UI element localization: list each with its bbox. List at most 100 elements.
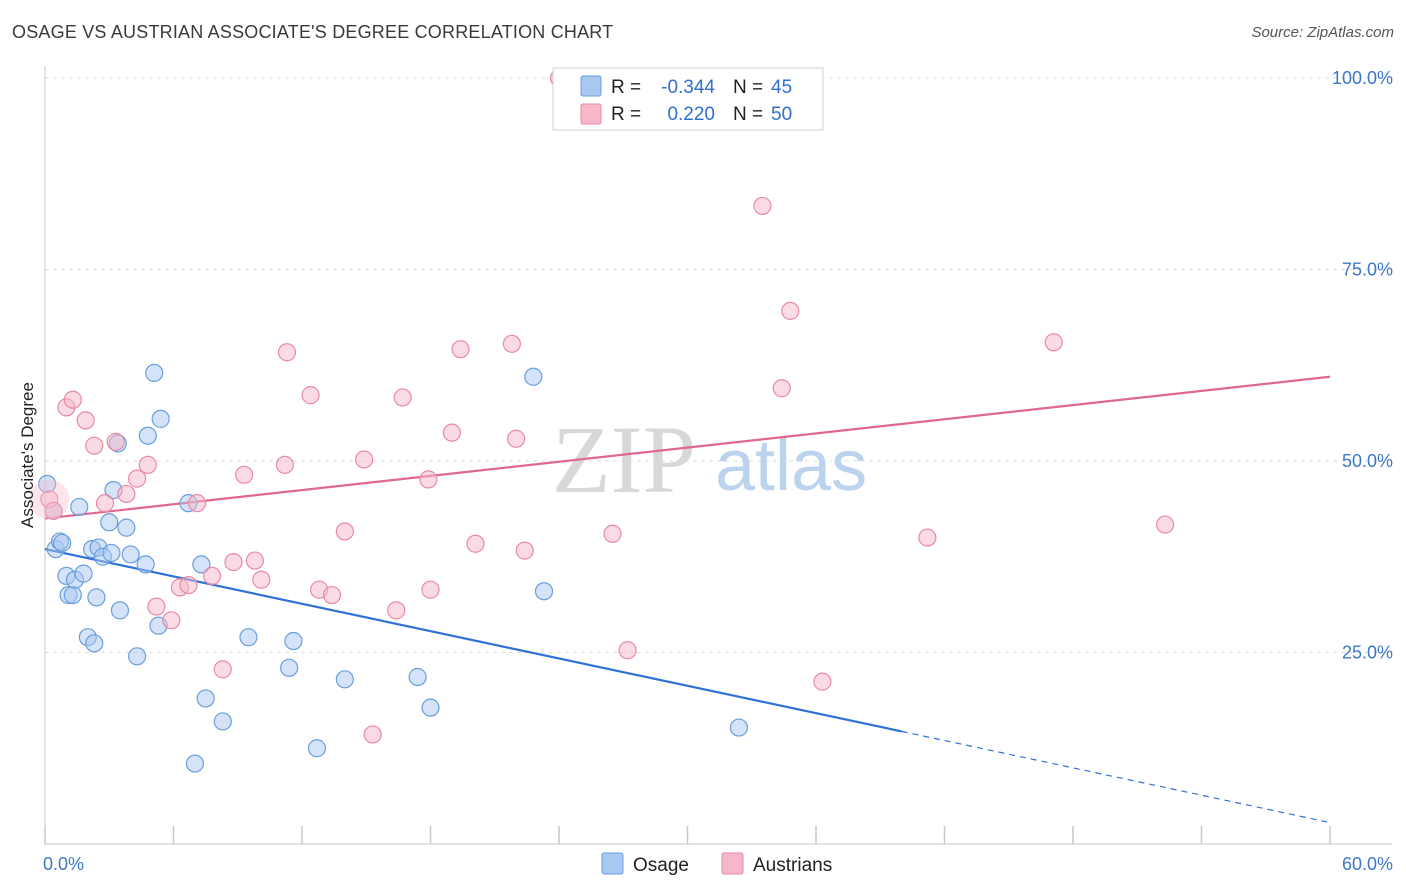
austrians-point: [393, 388, 412, 407]
osage-point: [63, 585, 82, 605]
austrians-point: [419, 470, 438, 489]
series-legend: Osage Austrians: [601, 852, 832, 876]
legend-n-label-austrians: N =: [733, 104, 763, 125]
austrians-point: [187, 494, 207, 513]
austrians-point: [76, 411, 95, 430]
austrians-point: [213, 660, 232, 679]
austrians-point: [618, 641, 637, 660]
osage-point: [127, 647, 147, 666]
austrians-point: [502, 334, 521, 353]
osage-point: [284, 631, 303, 651]
austrians-point: [252, 570, 271, 589]
osage-point: [729, 718, 749, 737]
gridlines: [45, 77, 1392, 653]
austrians-point: [85, 436, 104, 455]
y-tick-label: 75.0%: [1342, 260, 1393, 280]
austrians-point: [387, 601, 406, 620]
osage-point: [335, 670, 354, 689]
austrians-point: [202, 566, 222, 586]
austrians-point: [772, 379, 791, 398]
osage-point: [213, 712, 232, 731]
austrians-point: [515, 541, 534, 560]
austrians-point: [127, 469, 147, 488]
austrians-point: [179, 575, 198, 595]
osage-point: [70, 497, 89, 517]
osage-trend-line-extension: [901, 730, 1331, 824]
osage-point: [102, 543, 121, 563]
legend-n-value-osage: 45: [771, 77, 792, 98]
austrians-point: [162, 611, 181, 630]
osage-point: [524, 367, 543, 386]
austrians-point: [335, 522, 354, 541]
austrians-point: [138, 455, 157, 474]
chart-title: OSAGE VS AUSTRIAN ASSOCIATE'S DEGREE COR…: [12, 22, 614, 42]
osage-point: [145, 363, 164, 383]
austrians-point: [301, 386, 320, 405]
austrians-point: [106, 432, 125, 451]
x-tick-label: 0.0%: [43, 854, 84, 874]
austrians-point: [147, 597, 166, 616]
watermark: ZIP atlas: [552, 406, 867, 513]
legend-swatch-osage: [580, 75, 602, 97]
y-tick-label: 25.0%: [1342, 643, 1393, 663]
austrians-point: [245, 551, 264, 570]
legend-r-label-osage: R =: [611, 77, 641, 98]
data-points: [29, 68, 1175, 773]
austrians-point: [95, 494, 115, 513]
austrians-point: [603, 524, 622, 543]
austrians-point: [421, 580, 440, 599]
austrians-point: [753, 196, 772, 216]
legend-bottom-swatch-osage: [601, 852, 624, 875]
osage-point: [100, 513, 119, 532]
austrians-point: [1044, 333, 1063, 352]
watermark-atlas: atlas: [715, 426, 867, 506]
austrians-point: [44, 501, 63, 520]
osage-point: [74, 564, 93, 583]
osage-point: [534, 582, 554, 601]
austrians-point: [275, 455, 294, 474]
legend-bottom-label-osage: Osage: [633, 855, 689, 876]
legend-r-label-austrians: R =: [611, 104, 641, 125]
tick-labels: 25.0% 50.0% 75.0% 100.0% 0.0% 60.0%: [43, 68, 1393, 874]
osage-point: [53, 533, 72, 553]
legend-r-value-austrians: 0.220: [667, 104, 715, 125]
y-tick-label: 100.0%: [1332, 68, 1393, 88]
osage-point: [307, 739, 327, 758]
legend-n-label-osage: N =: [733, 77, 763, 98]
correlation-legend: R = -0.344 N = 45 R = 0.220 N = 50: [552, 67, 824, 131]
chart-source: Source: ZipAtlas.com: [1251, 24, 1394, 41]
y-axis-label: Associate's Degree: [18, 382, 37, 528]
osage-point: [280, 658, 299, 677]
osage-point: [117, 518, 136, 537]
legend-swatch-austrians: [580, 103, 602, 125]
legend-bottom-swatch-austrians: [721, 852, 744, 875]
austrians-point: [918, 528, 937, 547]
legend-bottom-label-austrians: Austrians: [753, 855, 832, 876]
austrians-point: [355, 450, 374, 469]
austrians-point: [442, 423, 462, 442]
austrians-point: [813, 672, 832, 691]
austrians-point: [451, 340, 470, 359]
osage-trend-line: [44, 548, 902, 733]
osage-point: [138, 426, 157, 445]
austrians-point: [507, 429, 526, 448]
legend-n-value-austrians: 50: [771, 104, 792, 125]
osage-point: [136, 555, 155, 574]
austrians-trend-line: [44, 375, 1331, 520]
osage-point: [85, 634, 104, 653]
osage-point: [87, 588, 106, 607]
austrians-point: [1155, 515, 1175, 534]
austrians-point: [63, 390, 82, 409]
osage-point: [110, 601, 130, 620]
austrians-point-large: [29, 479, 70, 520]
austrians-point: [322, 585, 342, 605]
osage-point: [121, 545, 140, 564]
y-tick-label: 50.0%: [1342, 451, 1393, 471]
osage-point: [239, 628, 258, 647]
osage-point: [196, 689, 215, 708]
austrians-point: [224, 553, 243, 572]
osage-point: [421, 698, 440, 717]
austrians-point: [781, 301, 800, 320]
austrians-point: [466, 534, 485, 553]
